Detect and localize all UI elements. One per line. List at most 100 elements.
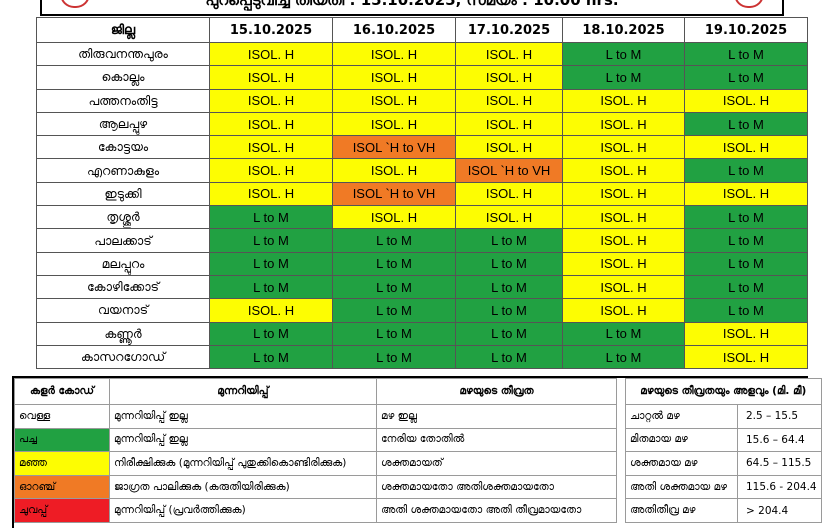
- legend-table: കളർ കോഡ് മുന്നറിയിപ്പ് മഴയുടെ തീവ്രത മഴയ…: [14, 378, 822, 523]
- forecast-cell: ISOL. H: [684, 321, 808, 346]
- forecast-cell: ISOL. H: [209, 298, 333, 323]
- forecast-cell: ISOL. H: [455, 65, 563, 90]
- legend-header-amount: മഴയുടെ തീവ്രതയും അളവും (മി. മീ): [625, 378, 822, 405]
- forecast-cell: L to M: [684, 65, 808, 90]
- forecast-cell: L to M: [332, 321, 456, 346]
- forecast-cell: ISOL. H: [332, 205, 456, 230]
- legend-row: പച്ച മുന്നറിയിപ്പ് ഇല്ല നേരിയ തോതിൽ മിതമായ …: [14, 427, 822, 453]
- date-header: 17.10.2025: [455, 17, 563, 43]
- forecast-cell: ISOL. H: [562, 205, 685, 230]
- district-name: കൊല്ലം: [36, 65, 210, 90]
- forecast-cell: ISOL. H: [562, 251, 685, 276]
- forecast-header-row: ജില്ല 15.10.2025 16.10.2025 17.10.2025 1…: [36, 17, 808, 43]
- district-name: എറണാകുളം: [36, 158, 210, 183]
- forecast-cell: L to M: [209, 344, 333, 370]
- legend-color-code: വെള്ള: [14, 404, 110, 429]
- forecast-cell: ISOL `H to VH: [332, 181, 456, 207]
- legend-intensity: നേരിയ തോതിൽ: [376, 427, 617, 453]
- forecast-cell: ISOL `H to VH: [455, 158, 563, 183]
- forecast-cell: L to M: [332, 274, 456, 300]
- forecast-cell: L to M: [684, 251, 808, 276]
- forecast-cell: ISOL. H: [209, 181, 333, 207]
- forecast-cell: L to M: [562, 321, 685, 346]
- forecast-cell: ISOL. H: [684, 135, 808, 160]
- forecast-cell: L to M: [562, 65, 685, 90]
- legend-gap: [617, 379, 626, 405]
- forecast-cell: ISOL. H: [332, 65, 456, 90]
- legend-row: ഓറഞ്ച് ജാഗ്രത പാലിക്കുക (കരുതിയിരിക്കുക) ശ…: [14, 474, 822, 500]
- forecast-cell: ISOL `H to VH: [332, 135, 456, 160]
- forecast-cell: L to M: [684, 111, 808, 137]
- forecast-cell: L to M: [209, 321, 333, 346]
- legend-color-code: ഓറഞ്ച്: [14, 474, 110, 500]
- forecast-cell: ISOL. H: [562, 135, 685, 160]
- date-header: 15.10.2025: [209, 17, 333, 43]
- forecast-cell: L to M: [455, 228, 563, 253]
- district-column-header: ജില്ല: [36, 17, 210, 43]
- legend-intensity: ശക്തമായതോ അതിശക്തമായതോ: [376, 474, 617, 500]
- legend-row: മഞ്ഞ നിരീക്ഷിക്കുക (മുന്നറിയിപ്പ് പുതുക്ക…: [14, 451, 822, 476]
- legend-gap: [617, 499, 626, 523]
- forecast-cell: ISOL. H: [562, 158, 685, 183]
- forecast-cell: ISOL. H: [455, 41, 563, 67]
- legend-color-code: പച്ച: [14, 427, 110, 453]
- forecast-cell: L to M: [562, 344, 685, 370]
- forecast-cell: L to M: [332, 228, 456, 253]
- forecast-cell: L to M: [332, 298, 456, 323]
- report-header: പുറപ്പെടുവിച്ച തീയതി : 15.10.2025, സമയം …: [40, 0, 784, 16]
- date-header: 19.10.2025: [684, 17, 808, 43]
- legend-header-row: കളർ കോഡ് മുന്നറിയിപ്പ് മഴയുടെ തീവ്രത മഴയ…: [14, 378, 822, 405]
- legend-rain-category: ചാറ്റൽ മഴ: [625, 404, 738, 429]
- forecast-cell: ISOL. H: [332, 111, 456, 137]
- forecast-cell: L to M: [684, 205, 808, 230]
- district-row: ഇടുക്കി ISOL. H ISOL `H to VH ISOL. H ISOL. …: [36, 181, 808, 207]
- legend-intensity: ശക്തമായത്: [376, 451, 617, 476]
- legend-rain-category: അതി ശക്തമായ മഴ: [625, 474, 738, 500]
- forecast-cell: ISOL. H: [562, 111, 685, 137]
- forecast-cell: ISOL. H: [562, 88, 685, 113]
- legend-intensity: അതി ശക്തമായതോ അതി തീവ്രമായതോ: [376, 498, 617, 523]
- legend-frame: [12, 376, 808, 528]
- forecast-cell: ISOL. H: [209, 158, 333, 183]
- forecast-cell: L to M: [684, 158, 808, 183]
- forecast-cell: ISOL. H: [562, 228, 685, 253]
- forecast-cell: ISOL. H: [209, 65, 333, 90]
- legend-header-intensity: മഴയുടെ തീവ്രത: [376, 378, 617, 405]
- legend-gap: [617, 475, 626, 499]
- forecast-cell: L to M: [332, 251, 456, 276]
- district-row: എറണാകുളം ISOL. H ISOL. H ISOL `H to VH ISOL.…: [36, 158, 808, 183]
- legend-warning: ജാഗ്രത പാലിക്കുക (കരുതിയിരിക്കുക): [109, 474, 377, 500]
- district-name: തിരുവനന്തപുരം: [36, 41, 210, 67]
- forecast-cell: ISOL. H: [455, 135, 563, 160]
- forecast-cell: ISOL. H: [455, 181, 563, 207]
- legend-warning: നിരീക്ഷിക്കുക (മുന്നറിയിപ്പ് പുതുക്കികൊണ…: [109, 451, 377, 476]
- forecast-cell: ISOL. H: [684, 344, 808, 370]
- legend-rain-range: 2.5 – 15.5: [737, 404, 822, 429]
- district-row: കോട്ടയം ISOL. H ISOL `H to VH ISOL. H ISOL. …: [36, 135, 808, 160]
- legend-rain-range: 15.6 – 64.4: [737, 427, 822, 453]
- forecast-cell: ISOL. H: [562, 274, 685, 300]
- legend-header-color-code: കളർ കോഡ്: [14, 378, 110, 405]
- forecast-cell: L to M: [684, 274, 808, 300]
- date-header: 18.10.2025: [562, 17, 685, 43]
- forecast-cell: ISOL. H: [209, 41, 333, 67]
- district-name: കണ്ണൂർ: [36, 321, 210, 346]
- forecast-cell: ISOL. H: [684, 181, 808, 207]
- forecast-cell: L to M: [684, 228, 808, 253]
- forecast-cell: ISOL. H: [562, 298, 685, 323]
- forecast-cell: ISOL. H: [209, 135, 333, 160]
- forecast-cell: L to M: [209, 251, 333, 276]
- forecast-cell: ISOL. H: [455, 205, 563, 230]
- forecast-cell: ISOL. H: [332, 41, 456, 67]
- forecast-cell: L to M: [684, 41, 808, 67]
- legend-rain-category: ശക്തമായ മഴ: [625, 451, 738, 476]
